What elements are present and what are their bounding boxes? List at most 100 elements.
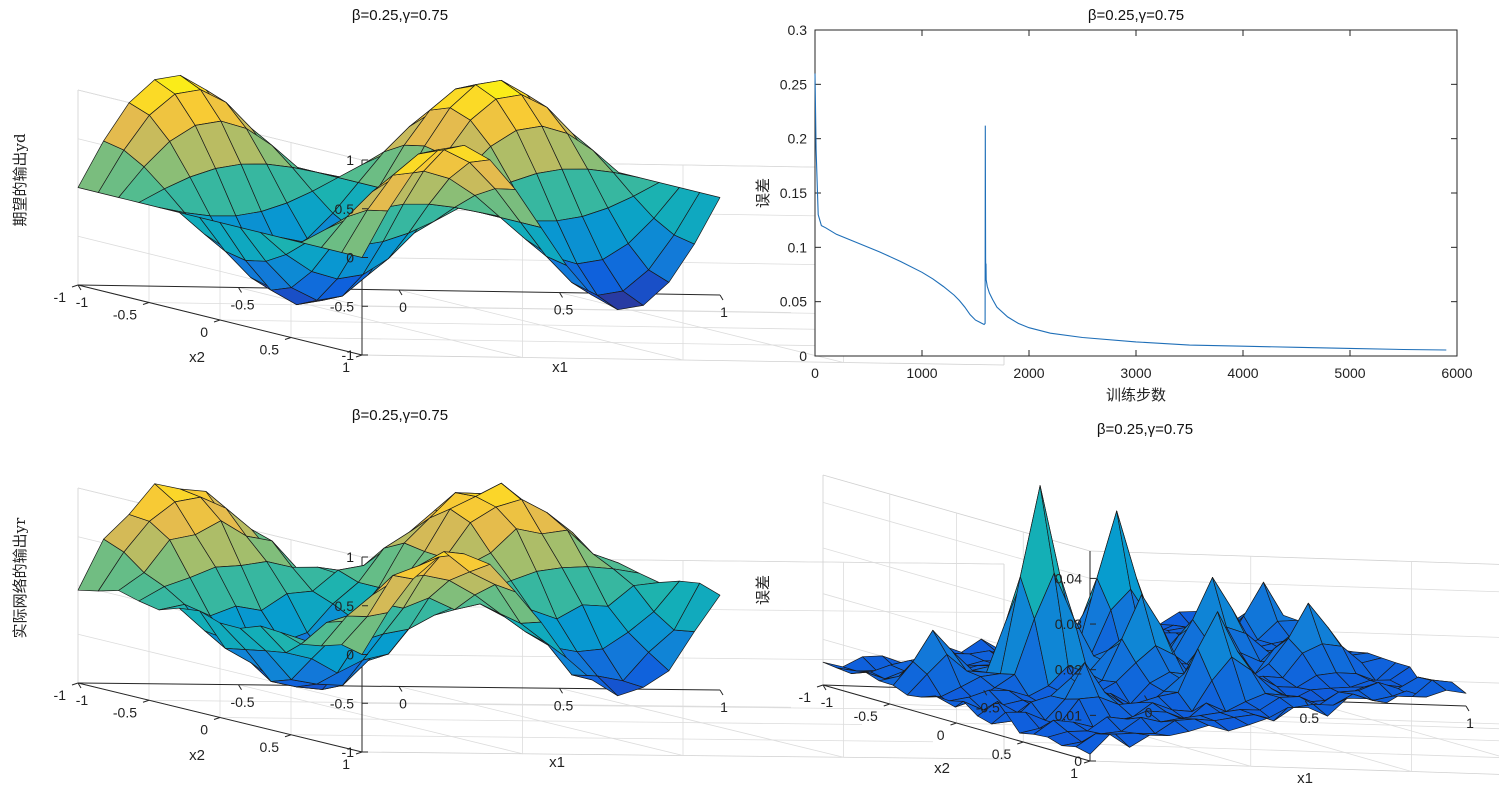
error-y-tick: [950, 722, 957, 726]
loss-x-tick-label: 6000: [1441, 365, 1472, 381]
desired-y-tick-label: 0.5: [260, 342, 280, 358]
desired-surface: [77, 74, 721, 311]
desired-z-tick-label: -1: [342, 347, 355, 363]
error-plot-title: β=0.25,γ=0.75: [1097, 421, 1193, 438]
actual-surface: [77, 482, 721, 697]
actual-y-tick: [142, 699, 150, 703]
actual-y-tick-label: 0.5: [260, 739, 280, 755]
error-ylabel: x2: [934, 760, 950, 777]
desired-x-tick-label: -0.5: [230, 297, 254, 313]
error-y-tick-label: 0: [937, 727, 945, 743]
desired-x-tick: [559, 292, 563, 298]
error-x-tick-label: 1: [1466, 715, 1474, 731]
desired-x-tick-label: -1: [76, 294, 89, 310]
actual-y-tick: [284, 734, 292, 738]
loss-x-tick-label: 4000: [1227, 365, 1258, 381]
actual-y-tick-label: -0.5: [113, 704, 137, 720]
desired-ylabel: x2: [189, 349, 205, 366]
loss-y-tick-label: 0.2: [788, 131, 808, 147]
loss-x-tick-label: 1000: [906, 365, 937, 381]
loss-x-tick-label: 2000: [1013, 365, 1044, 381]
error-z-tick-label: 0.03: [1055, 616, 1082, 632]
desired-x-tick: [719, 294, 724, 301]
actual-z-tick-label: 1: [346, 549, 354, 565]
actual-y-tick: [355, 751, 363, 755]
actual-x-tick-label: 0: [399, 696, 407, 712]
error-z-tick-label: 0.04: [1055, 570, 1082, 586]
error-y-tick: [883, 703, 890, 707]
desired-y-tick-label: 0: [200, 324, 208, 340]
actual-y-tick: [213, 717, 221, 720]
desired-z-tick-label: 0: [346, 250, 354, 266]
loss-y-tick-label: 0.3: [788, 22, 808, 38]
error-surface-patch: [1431, 679, 1467, 694]
loss-y-tick-label: 0: [799, 348, 807, 364]
error-z-tick-label: 0.01: [1055, 707, 1082, 723]
actual-x-tick-label: 0.5: [554, 697, 574, 713]
loss-axes-box: [814, 29, 1458, 357]
desired-y-tick-label: 1: [342, 359, 350, 375]
loss-series-line: [814, 73, 1447, 351]
desired-x-tick-label: 0.5: [554, 302, 574, 318]
actual-xlabel: x1: [549, 754, 565, 771]
actual-plot-title: β=0.25,γ=0.75: [352, 407, 448, 424]
actual-z-tick-label: 0: [346, 647, 354, 663]
desired-y-tick: [284, 337, 292, 340]
error-y-tick: [1083, 760, 1091, 764]
error-x-tick: [983, 689, 988, 696]
desired-x-tick: [238, 287, 242, 293]
desired-x-tick-label: 1: [720, 304, 728, 320]
error-x-tick: [1465, 705, 1470, 712]
desired-z-tick-label: 1: [346, 152, 354, 168]
actual-surface-patch: [673, 582, 721, 632]
error-y-tick: [1017, 741, 1024, 745]
desired-x-tick-label: 0: [399, 299, 407, 315]
actual-x-tick-label: -1: [76, 692, 89, 708]
loss-x-tick-label: 3000: [1120, 365, 1151, 381]
loss-plot-title: β=0.25,γ=0.75: [1088, 7, 1184, 24]
actual-x-gridline: [559, 562, 844, 758]
loss-plot: β=0.25,γ=0.75 0 1000 2000 3000 4000 5000 6000 0…: [754, 7, 1473, 404]
error-y-tick-label: -1: [799, 689, 812, 705]
error-z-tick-label: 0.02: [1055, 662, 1082, 678]
error-box-edge: [1089, 760, 1499, 775]
desired-y-tick: [355, 354, 363, 358]
error-z-tick-label: 0: [1074, 753, 1082, 769]
error-x-tick-label: -0.5: [976, 699, 1000, 715]
actual-x-tick: [398, 686, 403, 692]
error-y-tick: [816, 684, 824, 688]
loss-y-tick-label: 0.25: [780, 76, 807, 92]
loss-y-tick-label: 0.05: [780, 294, 807, 310]
desired-surface-patch: [673, 192, 721, 245]
loss-xlabel: 训练步数: [1106, 386, 1166, 404]
actual-z-tick-label: -1: [342, 744, 355, 760]
actual-y-tick: [71, 682, 79, 686]
actual-x-tick-label: 1: [720, 699, 728, 715]
error-y-tick-label: -0.5: [854, 708, 878, 724]
error-x-tick: [1144, 695, 1148, 701]
desired-plot-title: β=0.25,γ=0.75: [352, 7, 448, 24]
error-xlabel: x1: [1297, 770, 1313, 787]
desired-zlabel: 期望的输出yd: [11, 133, 29, 226]
actual-x-tick: [77, 682, 82, 689]
error-z-gridline: [822, 502, 1499, 593]
loss-x-tick-label: 5000: [1334, 365, 1365, 381]
actual-x-tick-label: -0.5: [230, 694, 254, 710]
actual-y-tick-label: 0: [200, 722, 208, 738]
error-x-tick: [822, 684, 827, 691]
actual-ylabel: x2: [189, 747, 205, 764]
desired-y-tick-label: -0.5: [113, 307, 137, 323]
error-zlabel: 误差: [754, 575, 772, 605]
desired-y-tick-label: -1: [54, 289, 67, 305]
actual-x-tick: [238, 684, 242, 691]
loss-x-tick-label: 0: [811, 365, 819, 381]
actual-x-tick: [719, 689, 724, 696]
error-box-edge: [1089, 550, 1499, 565]
actual-y-tick-label: 1: [342, 756, 350, 772]
loss-y-tick-label: 0.1: [788, 239, 808, 255]
error-y-tick-label: 1: [1070, 765, 1078, 781]
actual-z-tick-label: -0.5: [330, 695, 354, 711]
error-x-tick-label: -1: [821, 694, 834, 710]
desired-y-tick: [71, 284, 79, 288]
